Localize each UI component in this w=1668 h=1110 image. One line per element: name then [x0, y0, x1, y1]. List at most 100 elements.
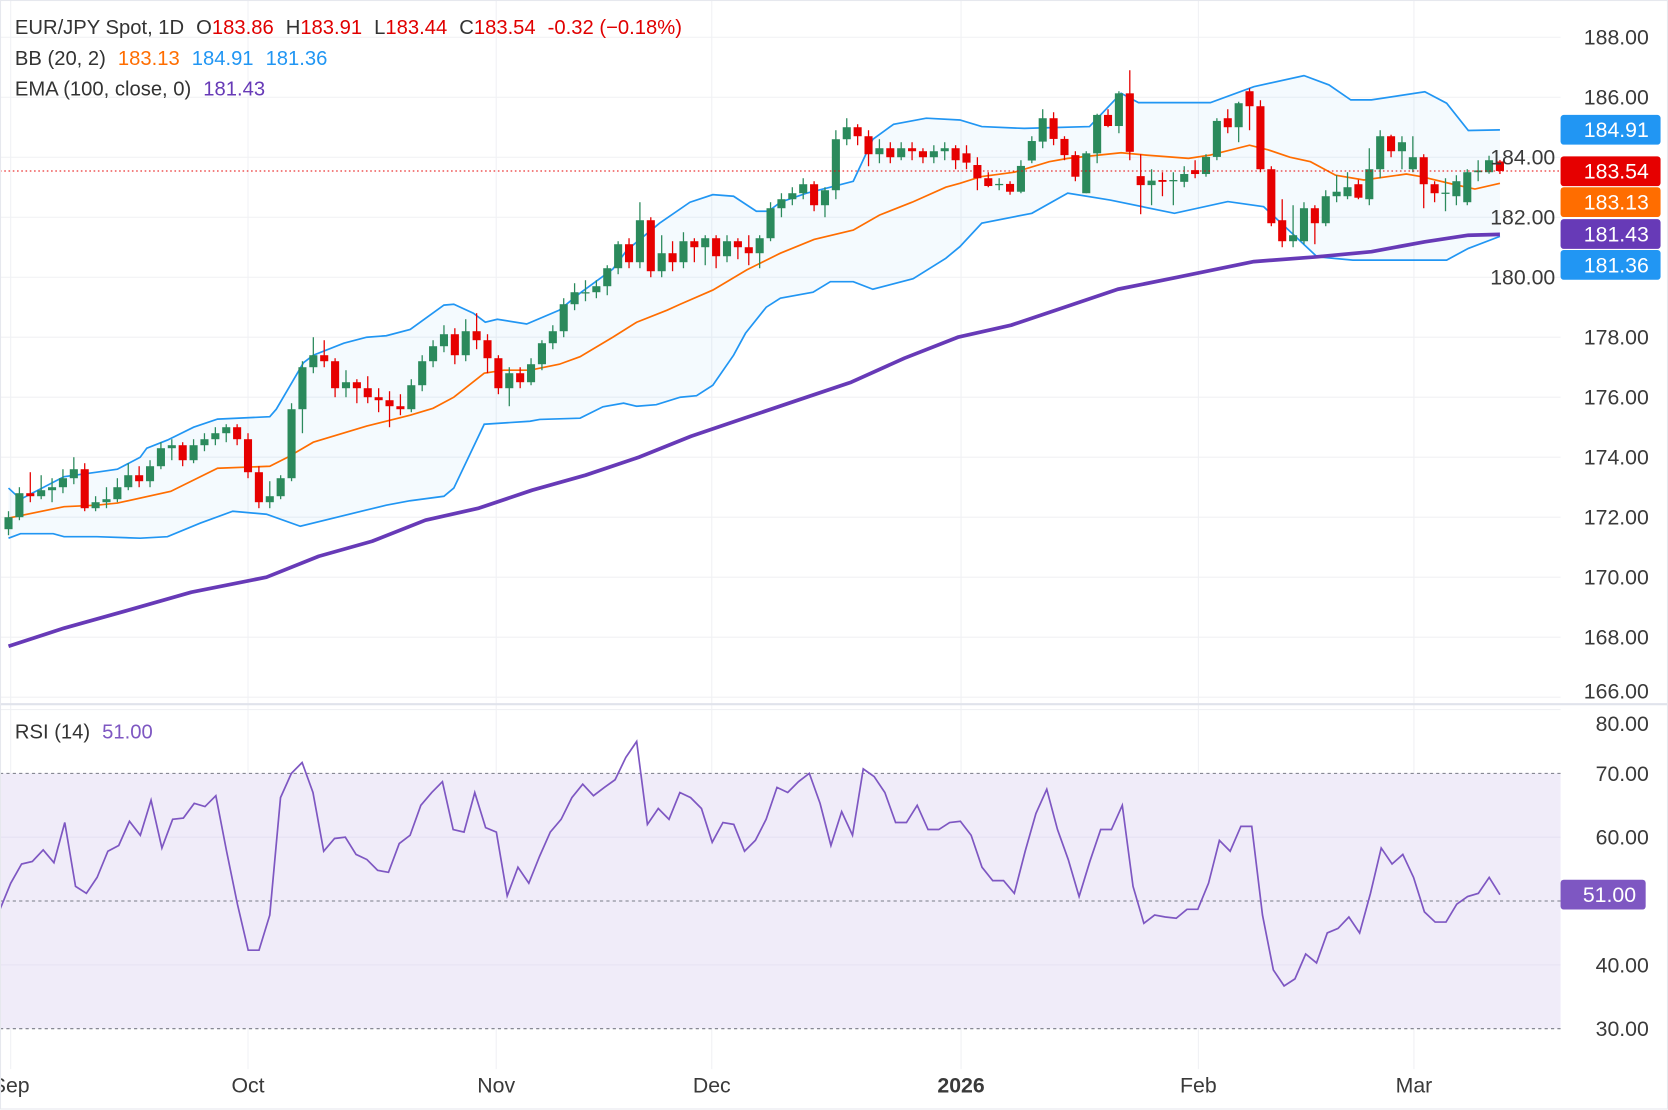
candle: [233, 424, 242, 446]
candle: [1060, 136, 1069, 161]
candle: [1082, 151, 1091, 194]
candle: [1169, 172, 1178, 206]
candle: [603, 265, 612, 296]
price-axis-tick: 168.00: [1584, 626, 1649, 650]
candle: [1452, 175, 1461, 206]
candle: [788, 187, 797, 206]
candle: [527, 358, 536, 386]
candle: [668, 241, 677, 272]
price-label-text: 181.43: [1584, 222, 1649, 246]
price-axis-tick: 170.00: [1584, 566, 1649, 590]
candle: [908, 142, 917, 161]
price-axis-tick: 172.00: [1584, 506, 1649, 530]
candle: [287, 403, 296, 482]
candle-body: [211, 433, 220, 440]
candle-body: [1016, 165, 1025, 192]
ema-label: EMA (100, close, 0): [14, 78, 192, 102]
candle: [722, 235, 732, 263]
candle-body: [984, 178, 993, 187]
candle: [1093, 113, 1102, 164]
candle-body: [1343, 187, 1352, 197]
candle: [1474, 160, 1483, 182]
candle-body: [516, 373, 525, 383]
rsi-axis-tick: 70.00: [1596, 762, 1649, 786]
candle-body: [483, 340, 492, 359]
candle-body: [58, 478, 67, 488]
candle: [853, 124, 862, 146]
candle: [276, 475, 285, 500]
candle-body: [124, 475, 133, 488]
candle-body: [265, 496, 274, 503]
legend-ema[interactable]: EMA (100, close, 0) 181.43: [15, 79, 272, 102]
candle: [1234, 101, 1243, 143]
candle: [396, 394, 405, 416]
time-axis-tick: Oct: [231, 1074, 264, 1098]
candle-body: [733, 241, 742, 248]
candle: [1114, 91, 1123, 134]
candle-body: [331, 361, 340, 389]
candle-body: [1474, 170, 1483, 173]
candle: [690, 238, 699, 263]
candle: [1365, 148, 1374, 206]
change-value: -0.32 (−0.18%): [547, 17, 682, 40]
candle: [864, 130, 873, 167]
candle-body: [592, 286, 601, 293]
candle: [744, 235, 753, 266]
candle-body: [1321, 196, 1330, 224]
candle-body: [1278, 220, 1287, 242]
candles: [0, 70, 1561, 536]
candle: [1125, 70, 1134, 161]
candle-body: [624, 244, 634, 263]
candle-body: [1299, 208, 1309, 242]
candle: [1256, 100, 1265, 173]
candle: [189, 439, 198, 464]
ema-line: [7, 232, 1500, 649]
candle: [91, 496, 100, 512]
bb-basis-value: 183.13: [117, 47, 180, 71]
candle: [1408, 136, 1417, 173]
rsi-label-text: 51.00: [1583, 883, 1636, 907]
candle-body: [352, 382, 361, 389]
price-axis-tick: 182.00: [1490, 206, 1555, 230]
candle: [418, 355, 427, 392]
price-label-box: [1560, 187, 1661, 218]
candle-body: [396, 406, 405, 410]
candle-body: [744, 247, 753, 254]
candle: [1245, 88, 1254, 131]
candle-body: [145, 466, 155, 482]
candle-body: [341, 382, 351, 389]
candle: [26, 472, 35, 503]
candle-body: [1223, 118, 1232, 128]
candle-body: [189, 445, 198, 461]
candle-body: [951, 148, 960, 161]
candle-body: [1365, 169, 1374, 200]
candle: [1136, 154, 1145, 215]
candle-body: [298, 367, 307, 410]
candle-body: [1332, 191, 1341, 197]
candle: [646, 217, 655, 278]
candle: [962, 145, 971, 170]
candle-body: [69, 469, 78, 479]
candle-body: [646, 220, 655, 272]
candle: [701, 235, 710, 266]
candle: [145, 460, 155, 488]
candle: [918, 148, 927, 164]
price-label-box: [1560, 219, 1661, 249]
candle: [1038, 109, 1047, 149]
candle: [1441, 178, 1450, 212]
candle-body: [1212, 120, 1221, 157]
candle-body: [1082, 153, 1091, 194]
candle: [516, 367, 525, 389]
candle-body: [178, 445, 187, 461]
candle-body: [200, 439, 209, 446]
legend-rsi[interactable]: RSI (14) 51.00: [15, 721, 159, 744]
price-label-text: 183.54: [1584, 160, 1649, 184]
candle-body: [864, 136, 873, 155]
bb-lower-value: 181.36: [265, 47, 328, 71]
candle-body: [908, 148, 917, 152]
candle-body: [363, 388, 372, 398]
legend-bb[interactable]: BB (20, 2) 183.13 184.91 181.36: [15, 48, 334, 71]
close-value: 183.54: [473, 17, 536, 40]
